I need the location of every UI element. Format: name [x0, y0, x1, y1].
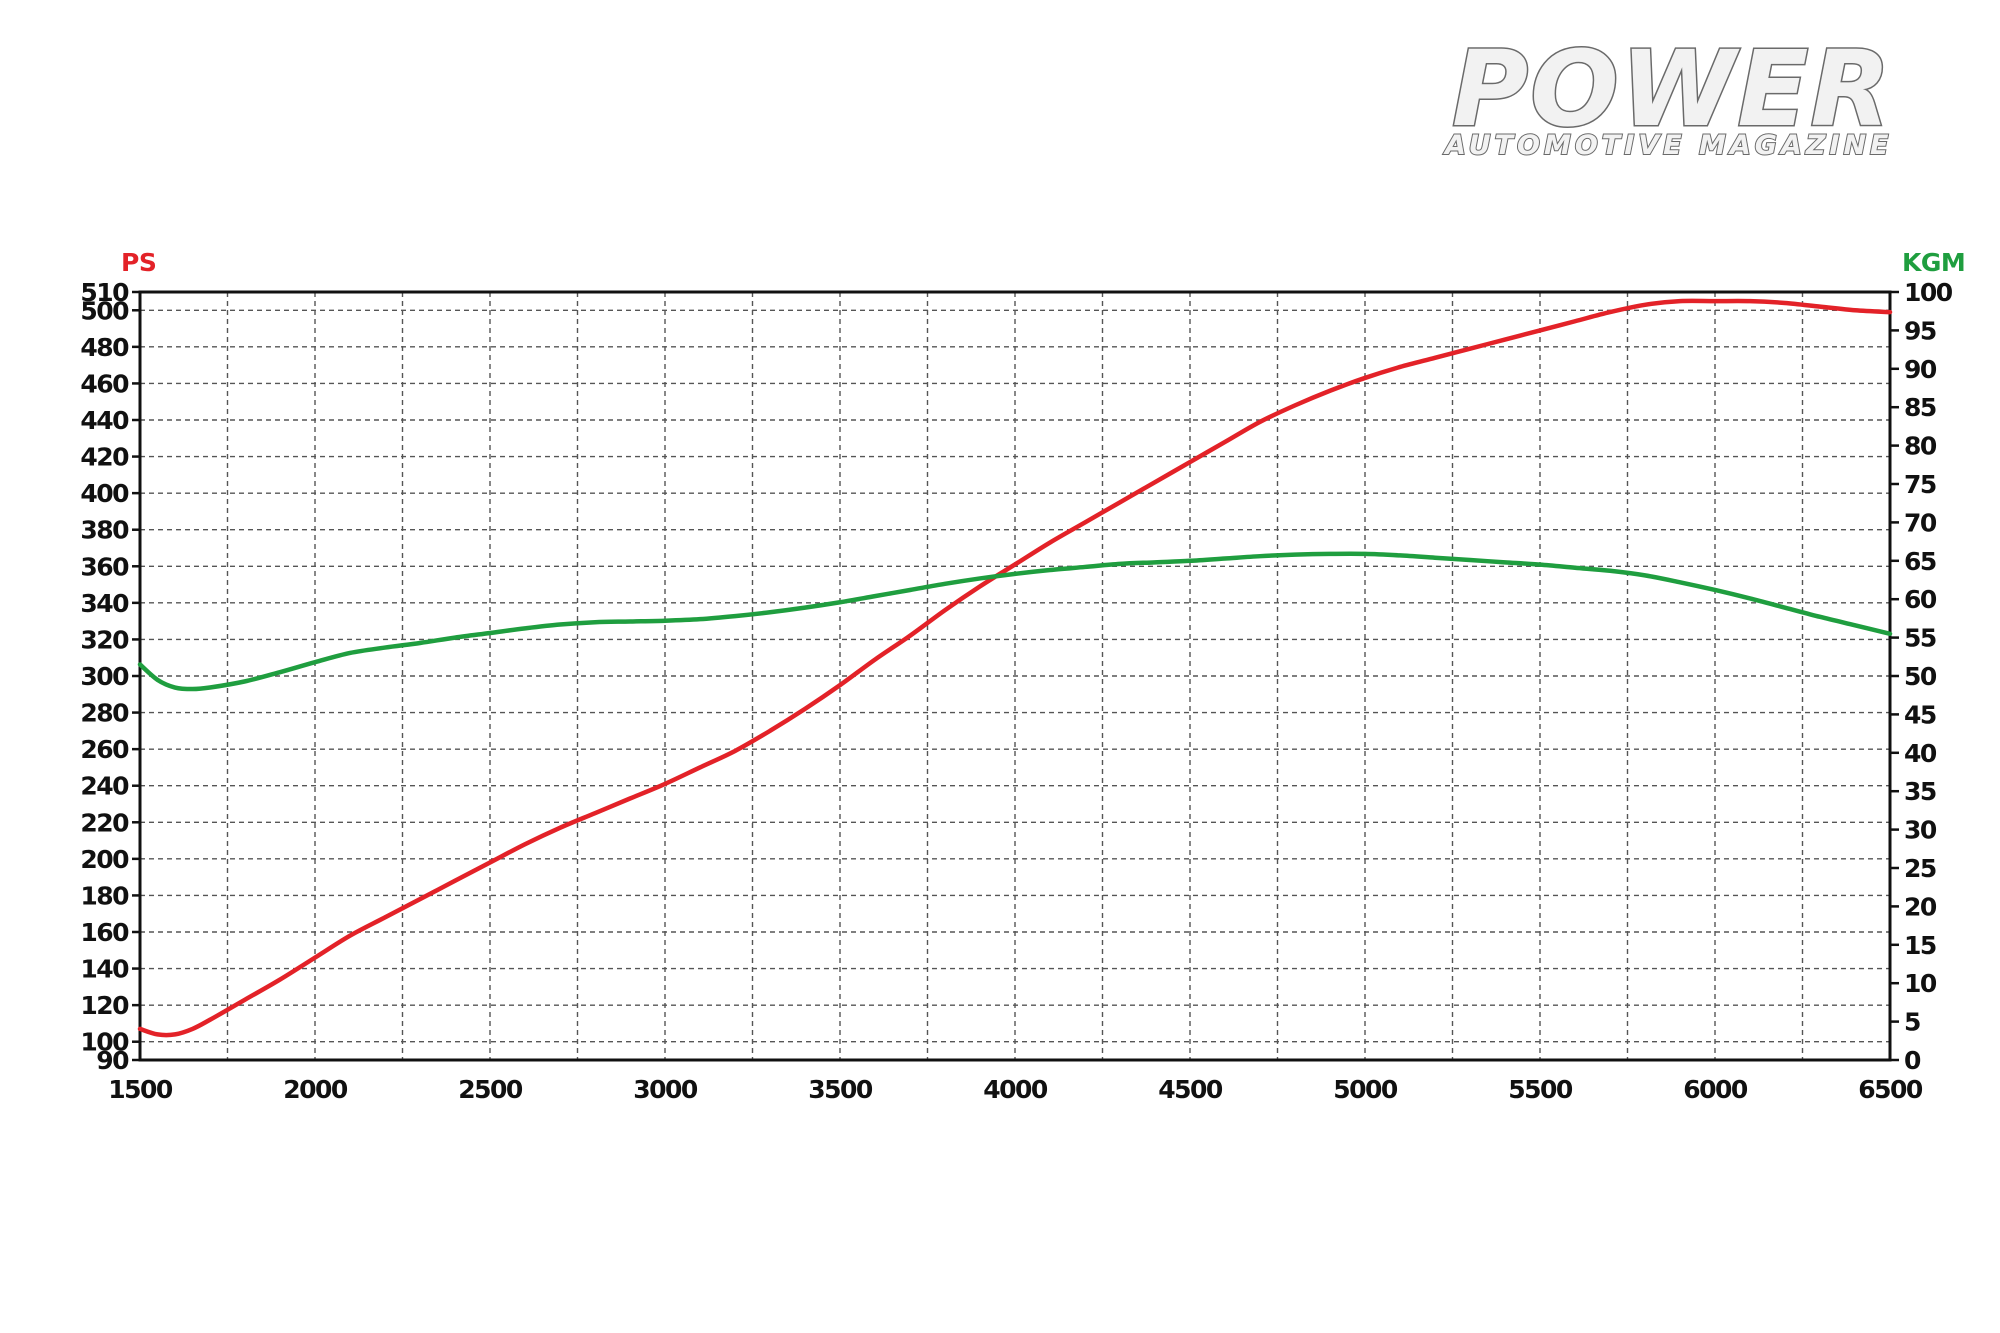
- left-tick-label: 90: [96, 1046, 129, 1075]
- right-tick-label: 30: [1904, 816, 1937, 845]
- left-tick-label: 400: [80, 479, 129, 508]
- right-tick-label: 75: [1904, 470, 1936, 499]
- x-tick-label: 6000: [1683, 1075, 1748, 1104]
- right-tick-label: 15: [1904, 931, 1936, 960]
- x-tick-label: 2500: [458, 1075, 523, 1104]
- kgm-torque-curve: [137, 551, 1893, 692]
- right-tick-label: 80: [1904, 432, 1937, 461]
- right-tick-label: 20: [1904, 892, 1937, 921]
- right-tick-label: 35: [1904, 777, 1936, 806]
- left-tick-label: 510: [80, 278, 129, 307]
- right-tick-label: 45: [1904, 700, 1936, 729]
- left-tick-label: 200: [80, 845, 129, 874]
- right-tick-label: 100: [1904, 278, 1953, 307]
- left-tick-label: 120: [80, 991, 129, 1020]
- left-tick-label: 180: [80, 881, 129, 910]
- left-tick-label: 340: [80, 589, 129, 618]
- axes: [132, 290, 1899, 1062]
- right-tick-label: 90: [1904, 355, 1937, 384]
- grid: [140, 292, 1890, 1060]
- left-tick-label: 380: [80, 516, 129, 545]
- left-tick-label: 460: [80, 369, 129, 398]
- x-tick-label: 4500: [1158, 1075, 1223, 1104]
- right-axis-unit-label: KGM: [1902, 248, 1965, 277]
- logo-tagline: AUTOMOTIVE MAGAZINE: [1443, 130, 1893, 161]
- right-tick-label: 65: [1904, 547, 1936, 576]
- right-tick-label: 25: [1904, 854, 1936, 883]
- x-tick-label: 6500: [1858, 1075, 1923, 1104]
- left-tick-label: 260: [80, 735, 129, 764]
- x-tick-label: 3500: [808, 1075, 873, 1104]
- x-tick-label: 5500: [1508, 1075, 1573, 1104]
- left-tick-label: 220: [80, 808, 129, 837]
- left-tick-label: 140: [80, 955, 129, 984]
- right-tick-label: 5: [1904, 1008, 1920, 1037]
- x-tick-label: 4000: [983, 1075, 1048, 1104]
- left-tick-label: 440: [80, 406, 129, 435]
- right-tick-label: 55: [1904, 624, 1936, 653]
- series: [137, 298, 1893, 1038]
- left-tick-label: 160: [80, 918, 129, 947]
- left-tick-label: 300: [80, 662, 129, 691]
- x-tick-label: 5000: [1333, 1075, 1398, 1104]
- right-tick-label: 85: [1904, 393, 1936, 422]
- left-tick-label: 420: [80, 443, 129, 472]
- left-tick-label: 100: [80, 1028, 129, 1057]
- left-tick-label: 480: [80, 333, 129, 362]
- logo-name: POWER: [1452, 28, 1892, 150]
- tick-labels: 9010012014016018020022024026028030032034…: [80, 278, 1954, 1104]
- left-tick-label: 240: [80, 772, 129, 801]
- left-tick-label: 360: [80, 552, 129, 581]
- right-tick-label: 0: [1904, 1046, 1921, 1075]
- right-tick-label: 60: [1904, 585, 1937, 614]
- right-tick-label: 70: [1904, 508, 1937, 537]
- left-tick-label: 500: [80, 296, 129, 325]
- x-tick-label: 3000: [633, 1075, 698, 1104]
- ps-power-curve: [137, 298, 1893, 1038]
- right-tick-label: 40: [1904, 739, 1937, 768]
- x-tick-label: 2000: [283, 1075, 348, 1104]
- right-tick-label: 95: [1904, 316, 1936, 345]
- left-tick-label: 320: [80, 625, 129, 654]
- right-tick-label: 50: [1904, 662, 1937, 691]
- x-tick-label: 1500: [108, 1075, 173, 1104]
- power-logo: POWER AUTOMOTIVE MAGAZINE: [1442, 27, 1893, 163]
- left-tick-label: 280: [80, 699, 129, 728]
- right-tick-label: 10: [1904, 969, 1937, 998]
- left-axis-unit-label: PS: [121, 248, 156, 277]
